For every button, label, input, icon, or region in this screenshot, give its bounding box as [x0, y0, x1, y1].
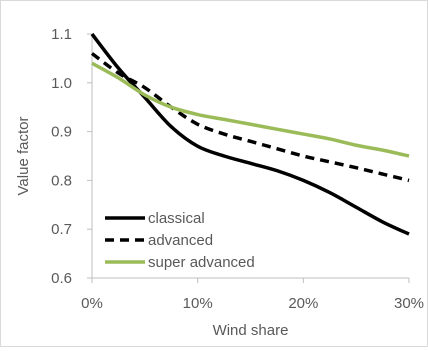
legend: classical advanced super advanced: [99, 206, 280, 276]
legend-label: advanced: [148, 232, 213, 249]
x-tick-label: 30%: [394, 295, 424, 312]
series-line-advanced: [90, 52, 410, 183]
y-axis-title: Value factor: [15, 117, 32, 196]
legend-label: classical: [148, 210, 205, 227]
x-axis-title: Wind share: [213, 322, 289, 339]
y-tick-label: 0.7: [51, 221, 72, 238]
y-tick-label: 1.1: [51, 26, 72, 43]
line-chart: 0.6 0.7 0.8 0.9 1.0 1.1 0% 10% 20% 30% Wind share V…: [15, 26, 424, 339]
legend-label: super advanced: [148, 254, 255, 271]
y-tick-label: 1.0: [51, 75, 72, 92]
x-tick-label: 20%: [288, 295, 318, 312]
y-tick-label: 0.6: [51, 270, 72, 287]
y-tick-label: 0.8: [51, 172, 72, 189]
x-tick-label: 0%: [81, 295, 103, 312]
x-tick-label: 10%: [183, 295, 213, 312]
y-tick-label: 0.9: [51, 124, 72, 141]
series-line-classical: [90, 32, 410, 236]
series-line-super-advanced: [91, 61, 410, 158]
